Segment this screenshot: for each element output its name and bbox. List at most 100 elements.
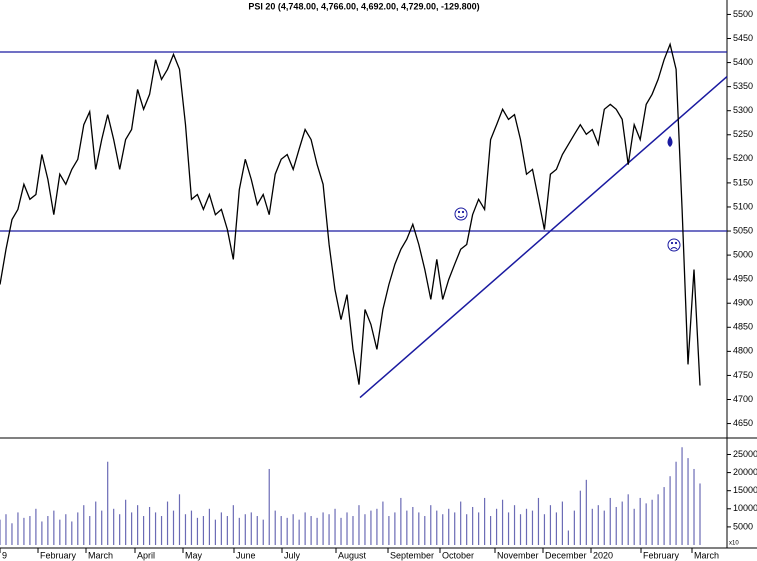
- volume-bar: [244, 514, 246, 545]
- y-tick-label: 10000: [733, 503, 757, 513]
- volume-bar: [238, 517, 240, 545]
- x-tick-label: October: [442, 550, 474, 560]
- volume-bar: [316, 517, 318, 545]
- y-tick-label: 5000: [733, 521, 753, 531]
- volume-bar: [59, 519, 61, 545]
- x-tick-label: March: [88, 550, 113, 560]
- volume-bar: [71, 521, 73, 545]
- volume-bar: [95, 501, 97, 545]
- x-tick-label: 2020: [593, 550, 613, 560]
- x-tick-label: July: [284, 550, 301, 560]
- y-tick-label: 5500: [733, 9, 753, 19]
- volume-bar: [436, 510, 438, 545]
- volume-bar: [382, 501, 384, 545]
- volume-bar: [172, 510, 175, 545]
- volume-bar: [256, 516, 258, 545]
- volume-bar: [555, 512, 558, 545]
- volume-bar: [178, 494, 181, 545]
- volume-bar: [478, 512, 480, 545]
- volume-bar: [406, 510, 408, 545]
- volume-bar: [11, 523, 13, 545]
- y-tick-label: 5050: [733, 225, 753, 235]
- trendline: [359, 75, 728, 399]
- volume-bar: [220, 512, 222, 545]
- volume-bar: [286, 517, 288, 545]
- volume-bar: [196, 517, 199, 545]
- volume-bar: [119, 514, 121, 545]
- volume-bar: [561, 501, 563, 545]
- volume-bar: [412, 506, 414, 545]
- chart-title: PSI 20 (4,748.00, 4,766.00, 4,692.00, 4,…: [248, 1, 479, 11]
- volume-bar: [567, 530, 569, 545]
- volume-bar: [525, 508, 528, 545]
- volume-bar: [513, 505, 516, 545]
- volume-bar: [262, 519, 264, 545]
- volume-bar: [89, 516, 91, 545]
- volume-bar: [687, 458, 689, 545]
- volume-bar: [53, 510, 55, 545]
- volume-bar: [154, 512, 157, 545]
- volume-bar: [83, 505, 85, 545]
- y-tick-label: 5350: [733, 81, 753, 91]
- y-tick-label: 5100: [733, 201, 753, 211]
- volume-bar: [328, 514, 330, 545]
- y-tick-label: 4850: [733, 322, 753, 332]
- volume-bar: [184, 514, 187, 545]
- volume-bar: [430, 505, 432, 545]
- volume-bar: [615, 506, 617, 545]
- volume-bar: [609, 497, 611, 545]
- volume-bar: [489, 516, 492, 545]
- price-line: [0, 42, 701, 386]
- volume-bar: [274, 510, 276, 545]
- volume-bar: [579, 490, 581, 545]
- volume-bar: [585, 479, 587, 545]
- volume-bar: [334, 508, 336, 545]
- y-tick-label: 5250: [733, 129, 753, 139]
- volume-bar: [113, 508, 115, 545]
- x-tick-label: September: [390, 550, 434, 560]
- volume-bar: [226, 516, 228, 545]
- y-tick-label: 4650: [733, 418, 753, 428]
- volume-bar: [549, 505, 552, 545]
- x-tick-label: 9: [2, 550, 7, 560]
- volume-bar: [573, 510, 575, 545]
- volume-bar: [681, 447, 683, 545]
- y-tick-label: 5300: [733, 105, 753, 115]
- volume-bar: [370, 510, 372, 545]
- y-tick-label: 5200: [733, 153, 753, 163]
- volume-bar: [250, 512, 252, 545]
- volume-bar: [160, 516, 163, 545]
- volume-bar: [47, 516, 49, 545]
- volume-bar: [101, 510, 103, 545]
- volume-bar: [663, 487, 665, 545]
- volume-bar: [484, 497, 486, 545]
- volume-bar: [202, 516, 205, 545]
- volume-bar: [268, 468, 270, 545]
- volume-unit: x10: [729, 541, 739, 547]
- volume-bar: [352, 516, 354, 545]
- volume-bar: [651, 499, 653, 545]
- y-tick-label: 5150: [733, 177, 753, 187]
- y-tick-label: 4700: [733, 394, 753, 404]
- volume-bar: [472, 506, 474, 545]
- volume-bar: [543, 514, 546, 545]
- volume-bar: [418, 512, 420, 545]
- volume-bar: [190, 510, 193, 545]
- volume-bar: [394, 512, 396, 545]
- y-tick-label: 5000: [733, 249, 753, 259]
- y-tick-label: 15000: [733, 485, 757, 495]
- x-tick-label: December: [545, 550, 587, 560]
- volume-bar: [232, 505, 234, 545]
- x-tick-label: May: [185, 550, 203, 560]
- volume-bar: [125, 499, 127, 545]
- volume-bar: [531, 510, 534, 545]
- volume-bar: [364, 514, 366, 545]
- y-tick-label: 20000: [733, 467, 757, 477]
- volume-bar: [669, 476, 671, 545]
- volume-bar: [5, 514, 7, 545]
- x-tick-label: April: [137, 550, 155, 560]
- volume-bar: [400, 497, 402, 545]
- volume-bar: [597, 505, 599, 545]
- volume-bar: [77, 512, 79, 545]
